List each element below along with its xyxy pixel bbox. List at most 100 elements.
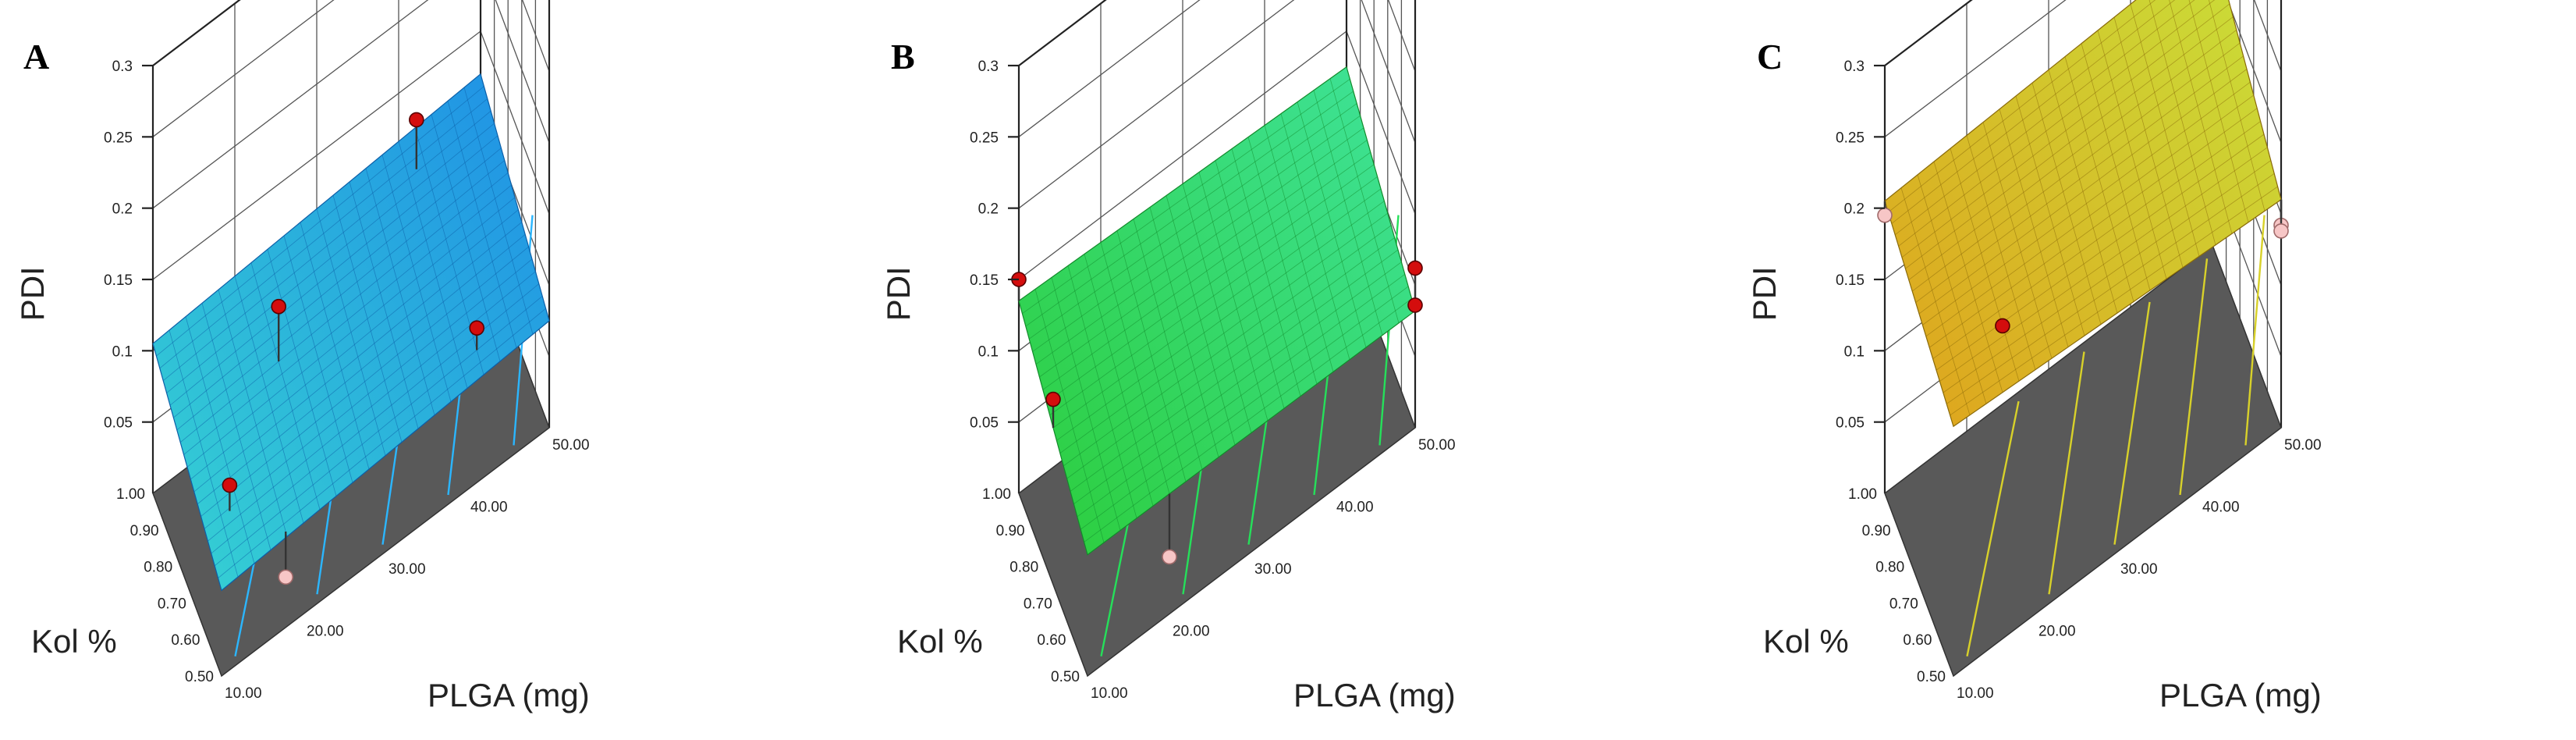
design-point	[469, 320, 485, 336]
y-tick-label: 0.50	[185, 669, 214, 685]
y-axis-title: Kol %	[31, 623, 117, 660]
design-points	[1011, 260, 1423, 565]
y-tick-label: 0.80	[1875, 560, 1904, 576]
design-point	[1877, 207, 1893, 223]
design-point	[1162, 549, 1177, 565]
contour-line	[2244, 215, 2266, 446]
response-surface	[1018, 66, 1416, 556]
z-axis-title: PDI	[14, 266, 51, 321]
response-surface	[152, 73, 550, 592]
x-tick-label: 40.00	[2202, 500, 2240, 516]
y-tick-label: 0.50	[1917, 669, 1946, 685]
z-tick-label: 0.3	[978, 59, 999, 75]
y-tick-label: 0.90	[1862, 523, 1891, 539]
y-tick-label: 0.60	[171, 632, 200, 649]
y-tick-label: 0.80	[144, 560, 172, 576]
design-point	[1995, 318, 2010, 334]
z-axis: 0.05 0.1 0.15 0.2 0.25 0.3 PDI	[14, 59, 153, 432]
z-tick-label: 0.2	[1844, 201, 1865, 218]
design-point	[278, 569, 294, 585]
y-tick-label: 0.90	[996, 523, 1025, 539]
x-tick-label: 20.00	[307, 624, 344, 640]
y-tick-label: 0.60	[1903, 632, 1932, 649]
design-point	[1045, 391, 1061, 407]
z-tick-label: 0.1	[978, 343, 999, 360]
y-tick-label: 0.90	[130, 523, 159, 539]
x-axis: 10.00 20.00 30.00 40.00 50.00 PLGA (mg)	[1957, 437, 2322, 713]
contour-line	[2179, 258, 2209, 496]
y-tick-label: 0.60	[1037, 632, 1066, 649]
design-point	[222, 477, 238, 493]
y-tick-label: 0.50	[1051, 669, 1080, 685]
y-tick-label: 1.00	[1848, 486, 1877, 503]
panel-label: A	[23, 37, 49, 76]
design-point	[1407, 260, 1423, 276]
z-tick-label: 0.25	[1836, 130, 1865, 146]
x-tick-label: 30.00	[389, 561, 426, 578]
x-axis: 10.00 20.00 30.00 40.00 50.00 PLGA (mg)	[1091, 437, 1456, 713]
x-tick-label: 10.00	[225, 685, 262, 702]
z-tick-label: 0.1	[1844, 343, 1865, 360]
y-tick-label: 1.00	[982, 486, 1011, 503]
z-tick-label: 0.1	[112, 343, 133, 360]
z-axis: 0.05 0.1 0.15 0.2 0.25 0.3 PDI	[1746, 59, 1885, 432]
y-tick-label: 1.00	[116, 486, 145, 503]
design-point	[1407, 297, 1423, 313]
x-axis-title: PLGA (mg)	[1293, 677, 1456, 713]
contour-line	[2048, 351, 2085, 595]
x-tick-label: 30.00	[1254, 561, 1292, 578]
panel-label: C	[1757, 37, 1783, 76]
contour-line	[2113, 301, 2151, 545]
design-point	[2273, 223, 2289, 239]
x-tick-label: 50.00	[1418, 437, 1456, 454]
x-tick-label: 10.00	[1957, 685, 1994, 702]
z-tick-label: 0.15	[970, 272, 999, 289]
y-tick-label: 0.70	[158, 596, 186, 612]
response-surface	[1884, 0, 2282, 428]
panel-a: 0.05 0.1 0.15 0.2 0.25 0.3 PDI 10.00 20.00 30.00 4…	[14, 0, 590, 713]
design-point	[271, 298, 287, 315]
z-tick-label: 0.3	[1844, 59, 1865, 75]
z-tick-label: 0.15	[104, 272, 133, 289]
design-point	[409, 112, 424, 128]
panel-c: 0.05 0.1 0.15 0.2 0.25 0.3 PDI 10.00 20.00 30.00 4…	[1746, 0, 2322, 713]
x-tick-label: 50.00	[2284, 437, 2322, 454]
panel-b: 0.05 0.1 0.15 0.2 0.25 0.3 PDI 10.00 20.00 30.00 4…	[880, 0, 1456, 713]
y-axis-title: Kol %	[897, 623, 983, 660]
y-tick-label: 0.80	[1009, 560, 1038, 576]
x-tick-label: 40.00	[1336, 500, 1374, 516]
contour-line	[1966, 400, 2020, 656]
y-axis: 0.50 0.60 0.70 0.80 0.90 1.00 Kol %	[1763, 486, 1946, 685]
x-tick-label: 40.00	[470, 500, 508, 516]
z-tick-label: 0.05	[970, 415, 999, 432]
x-tick-label: 20.00	[2038, 624, 2076, 640]
x-tick-label: 10.00	[1091, 685, 1128, 702]
z-axis: 0.05 0.1 0.15 0.2 0.25 0.3 PDI	[880, 59, 1019, 432]
z-tick-label: 0.25	[970, 130, 999, 146]
y-axis: 0.50 0.60 0.70 0.80 0.90 1.00 Kol %	[31, 486, 214, 685]
y-axis: 0.50 0.60 0.70 0.80 0.90 1.00 Kol %	[897, 486, 1080, 685]
z-tick-label: 0.25	[104, 130, 133, 146]
z-tick-label: 0.3	[112, 59, 133, 75]
z-axis-title: PDI	[1746, 266, 1783, 321]
y-tick-label: 0.70	[1024, 596, 1052, 612]
design-points	[222, 112, 485, 585]
design-points	[1877, 199, 2289, 334]
panel-label: B	[891, 37, 915, 76]
z-tick-label: 0.05	[1836, 415, 1865, 432]
z-tick-label: 0.05	[104, 415, 133, 432]
z-tick-label: 0.2	[112, 201, 133, 218]
x-tick-label: 50.00	[552, 437, 590, 454]
x-axis-title: PLGA (mg)	[428, 677, 590, 713]
x-tick-label: 30.00	[2120, 561, 2158, 578]
x-tick-label: 20.00	[1173, 624, 1210, 640]
x-axis: 10.00 20.00 30.00 40.00 50.00 PLGA (mg)	[225, 437, 590, 713]
x-axis-title: PLGA (mg)	[2159, 677, 2322, 713]
contour-floor	[1884, 215, 2282, 678]
z-axis-title: PDI	[880, 266, 917, 321]
z-tick-label: 0.15	[1836, 272, 1865, 289]
y-axis-title: Kol %	[1763, 623, 1849, 660]
z-tick-label: 0.2	[978, 201, 999, 218]
y-tick-label: 0.70	[1889, 596, 1918, 612]
